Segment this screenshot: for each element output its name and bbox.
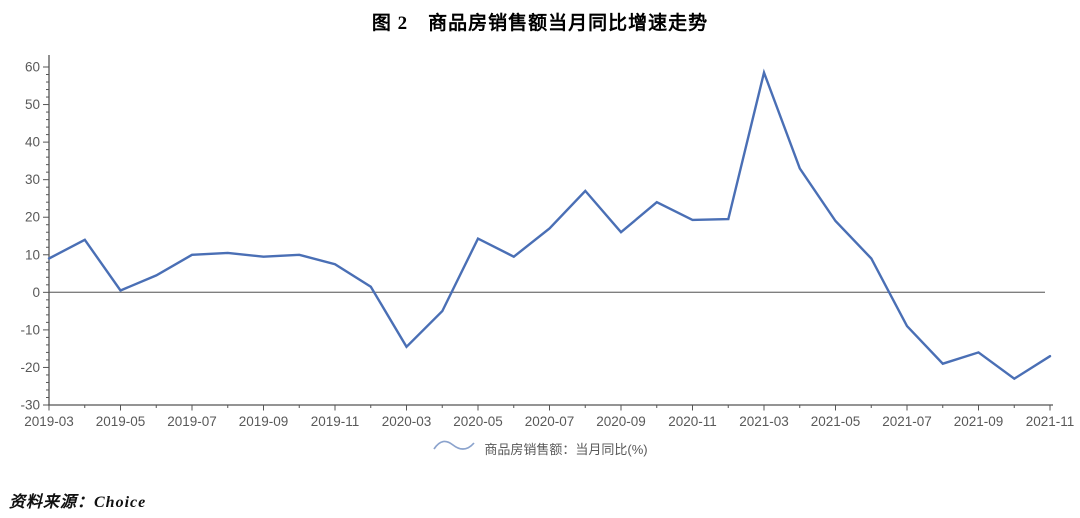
svg-text:-10: -10 — [20, 322, 40, 337]
svg-text:-30: -30 — [20, 398, 40, 413]
svg-text:2020-11: 2020-11 — [668, 414, 717, 429]
svg-text:2021-09: 2021-09 — [954, 414, 1004, 429]
svg-text:60: 60 — [25, 60, 40, 75]
svg-text:2021-03: 2021-03 — [739, 414, 789, 429]
svg-text:2020-03: 2020-03 — [382, 414, 432, 429]
svg-text:40: 40 — [25, 135, 40, 150]
chart-legend: 商品房销售额：当月同比(%) — [0, 437, 1080, 460]
svg-text:0: 0 — [32, 285, 40, 300]
svg-text:20: 20 — [25, 210, 40, 225]
svg-text:30: 30 — [25, 172, 40, 187]
svg-text:2019-11: 2019-11 — [311, 414, 360, 429]
svg-text:2021-05: 2021-05 — [811, 414, 861, 429]
svg-text:2021-11: 2021-11 — [1026, 414, 1075, 429]
figure-title: 图 2 商品房销售额当月同比增速走势 — [371, 13, 709, 34]
svg-text:2020-09: 2020-09 — [596, 414, 646, 429]
svg-text:2020-07: 2020-07 — [525, 414, 575, 429]
svg-text:-20: -20 — [20, 360, 40, 375]
svg-text:2019-07: 2019-07 — [167, 414, 217, 429]
svg-text:2019-03: 2019-03 — [24, 414, 74, 429]
svg-text:2020-05: 2020-05 — [453, 414, 503, 429]
svg-text:2021-07: 2021-07 — [882, 414, 932, 429]
chart-area: -30 -20 -10 0 10 20 30 40 50 60 2019-03 2019-05 2019… — [0, 45, 1080, 435]
data-source: 资料来源：Choice — [9, 494, 147, 511]
svg-text:2019-09: 2019-09 — [239, 414, 289, 429]
line-chart: -30 -20 -10 0 10 20 30 40 50 60 2019-03 2019-05 2019… — [20, 55, 1075, 429]
wave-line-icon — [432, 437, 476, 460]
svg-text:10: 10 — [25, 247, 40, 262]
legend-series-label: 商品房销售额：当月同比(%) — [484, 442, 648, 457]
svg-text:2019-05: 2019-05 — [96, 414, 146, 429]
svg-text:50: 50 — [25, 97, 40, 112]
